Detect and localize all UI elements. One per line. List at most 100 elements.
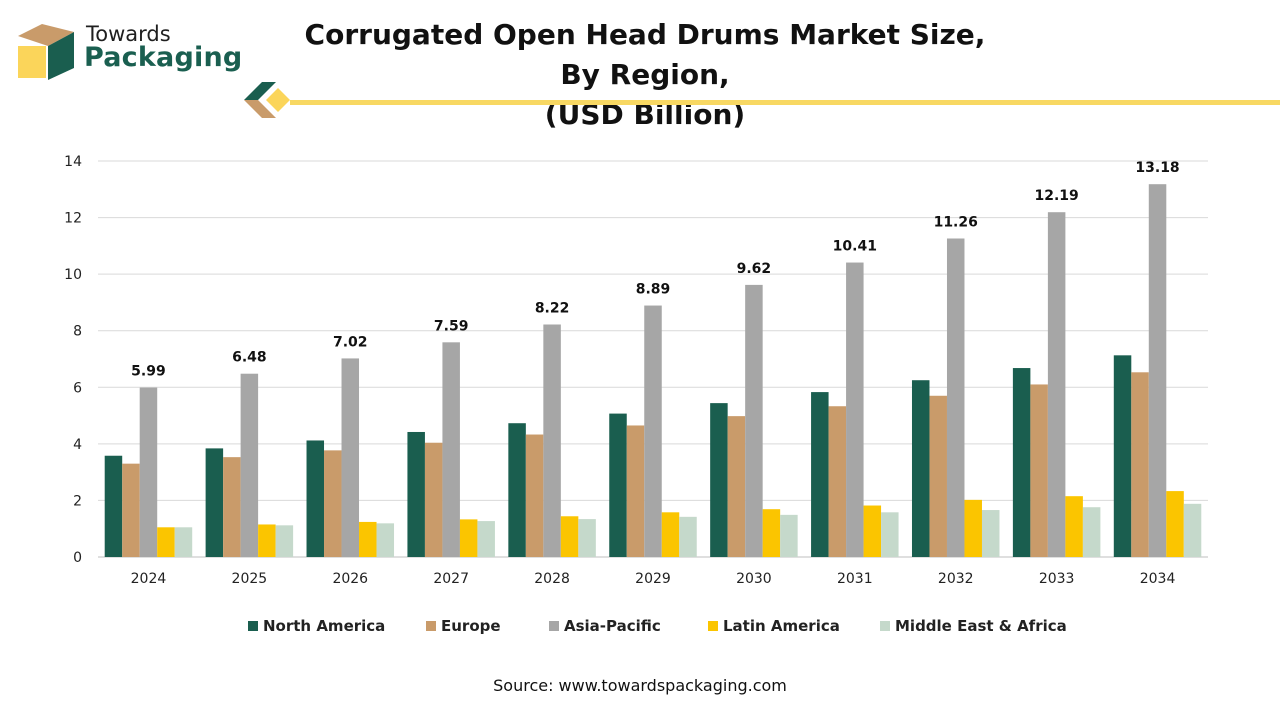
bar-north-america-2025 bbox=[205, 448, 224, 557]
x-tick-label: 2034 bbox=[1140, 571, 1176, 587]
bar-asia-pacific-2034 bbox=[1148, 184, 1167, 558]
y-tick-label: 12 bbox=[64, 211, 82, 227]
legend-swatch-latin-america bbox=[708, 621, 718, 631]
bar-asia-pacific-2025 bbox=[240, 373, 259, 557]
brand-logo: Towards Packaging bbox=[18, 22, 248, 82]
chart-title-line1: Corrugated Open Head Drums Market Size, … bbox=[304, 18, 986, 91]
x-tick-label: 2029 bbox=[635, 571, 671, 587]
bar-asia-pacific-2026 bbox=[341, 358, 360, 557]
bar-north-america-2026 bbox=[306, 440, 325, 557]
bar-latin-america-2024 bbox=[157, 527, 175, 557]
bar-middle-east-africa-2034 bbox=[1183, 503, 1202, 557]
y-tick-label: 14 bbox=[64, 154, 82, 170]
bar-north-america-2028 bbox=[508, 423, 526, 557]
legend-swatch-middle-east-africa bbox=[880, 621, 890, 631]
legend-swatch-asia-pacific bbox=[549, 621, 559, 631]
legend-swatch-europe bbox=[426, 621, 436, 631]
legend-item-north-america: North America bbox=[248, 617, 385, 635]
bar-middle-east-africa-2029 bbox=[679, 516, 697, 557]
legend-label-asia-pacific: Asia-Pacific bbox=[564, 617, 661, 635]
data-label: 9.62 bbox=[737, 261, 772, 277]
data-label: 13.18 bbox=[1135, 160, 1179, 176]
y-tick-label: 8 bbox=[73, 324, 82, 340]
data-label: 10.41 bbox=[833, 239, 877, 255]
bar-north-america-2031 bbox=[811, 392, 829, 557]
bar-europe-2024 bbox=[122, 463, 140, 557]
bar-latin-america-2033 bbox=[1065, 496, 1083, 557]
y-tick-label: 6 bbox=[73, 380, 82, 396]
brand-name-line2: Packaging bbox=[84, 42, 243, 73]
data-label: 8.22 bbox=[535, 300, 570, 316]
bar-north-america-2033 bbox=[1012, 368, 1031, 557]
bar-middle-east-africa-2033 bbox=[1082, 507, 1101, 557]
bar-latin-america-2030 bbox=[762, 509, 781, 557]
bar-latin-america-2032 bbox=[964, 499, 982, 557]
legend-label-europe: Europe bbox=[441, 617, 501, 635]
bar-middle-east-africa-2027 bbox=[477, 521, 495, 557]
bar-latin-america-2029 bbox=[661, 512, 680, 557]
bar-europe-2025 bbox=[223, 457, 241, 557]
bar-north-america-2030 bbox=[710, 403, 728, 557]
data-label: 5.99 bbox=[131, 364, 166, 380]
data-label: 12.19 bbox=[1034, 188, 1078, 204]
chart-data-labels: 5.99 6.48 7.02 7.59 8.22 8.89 9.62 10.41 11.26 12… bbox=[131, 160, 1180, 379]
bar-europe-2030 bbox=[727, 416, 746, 557]
bar-europe-2026 bbox=[324, 450, 342, 557]
bar-europe-2033 bbox=[1030, 384, 1048, 557]
bar-asia-pacific-2032 bbox=[946, 238, 965, 557]
bar-asia-pacific-2031 bbox=[846, 262, 864, 557]
bar-asia-pacific-2029 bbox=[644, 305, 662, 557]
bar-latin-america-2028 bbox=[560, 516, 579, 557]
diamond-accent-icon bbox=[244, 82, 290, 118]
bar-asia-pacific-2027 bbox=[442, 342, 460, 557]
x-tick-label: 2033 bbox=[1039, 571, 1075, 587]
bar-latin-america-2025 bbox=[258, 524, 276, 557]
bar-middle-east-africa-2028 bbox=[578, 519, 596, 557]
bar-europe-2027 bbox=[424, 442, 443, 557]
bar-middle-east-africa-2024 bbox=[174, 527, 193, 557]
bar-europe-2031 bbox=[828, 406, 847, 557]
bar-latin-america-2026 bbox=[359, 521, 377, 557]
x-tick-label: 2032 bbox=[938, 571, 974, 587]
data-label: 11.26 bbox=[934, 215, 978, 231]
bar-north-america-2034 bbox=[1113, 355, 1132, 557]
bar-middle-east-africa-2030 bbox=[780, 514, 798, 557]
source-note: Source: www.towardspackaging.com bbox=[493, 676, 787, 695]
bar-asia-pacific-2033 bbox=[1047, 212, 1066, 557]
bar-latin-america-2027 bbox=[459, 519, 478, 557]
bar-north-america-2029 bbox=[609, 413, 627, 557]
legend-item-asia-pacific: Asia-Pacific bbox=[549, 617, 661, 635]
x-tick-label: 2026 bbox=[332, 571, 368, 587]
legend-swatch-north-america bbox=[248, 621, 258, 631]
data-label: 8.89 bbox=[636, 282, 671, 298]
y-tick-label: 4 bbox=[73, 437, 82, 453]
legend-label-north-america: North America bbox=[263, 617, 386, 635]
x-tick-label: 2024 bbox=[131, 571, 167, 587]
bar-asia-pacific-2024 bbox=[139, 387, 158, 557]
y-axis-ticks: 0 2 4 6 8 10 12 14 bbox=[64, 154, 82, 566]
data-label: 6.48 bbox=[232, 350, 267, 366]
box-logo-icon bbox=[18, 24, 74, 80]
data-label: 7.59 bbox=[434, 318, 469, 334]
bar-north-america-2027 bbox=[407, 431, 425, 557]
bar-middle-east-africa-2031 bbox=[881, 512, 899, 557]
x-tick-label: 2031 bbox=[837, 571, 873, 587]
bar-middle-east-africa-2026 bbox=[376, 523, 395, 557]
bar-asia-pacific-2030 bbox=[745, 284, 763, 557]
y-tick-label: 10 bbox=[64, 267, 82, 283]
legend-label-middle-east-africa: Middle East & Africa bbox=[895, 617, 1067, 635]
bar-europe-2029 bbox=[626, 425, 645, 557]
x-tick-label: 2030 bbox=[736, 571, 772, 587]
chart-legend: North America Europe Asia-Pacific Latin … bbox=[0, 617, 1280, 637]
chart-bars bbox=[104, 184, 1202, 558]
bar-europe-2034 bbox=[1131, 372, 1149, 557]
x-axis-ticks: 2024 2025 2026 2027 2028 2029 2030 2031 2032 2033… bbox=[131, 571, 1176, 587]
bar-north-america-2032 bbox=[911, 380, 930, 557]
y-tick-label: 2 bbox=[73, 493, 82, 509]
bar-north-america-2024 bbox=[104, 455, 123, 557]
x-tick-label: 2027 bbox=[433, 571, 469, 587]
legend-item-middle-east-africa: Middle East & Africa bbox=[880, 617, 1067, 635]
bar-latin-america-2034 bbox=[1166, 491, 1184, 557]
bar-middle-east-africa-2032 bbox=[981, 510, 1000, 557]
